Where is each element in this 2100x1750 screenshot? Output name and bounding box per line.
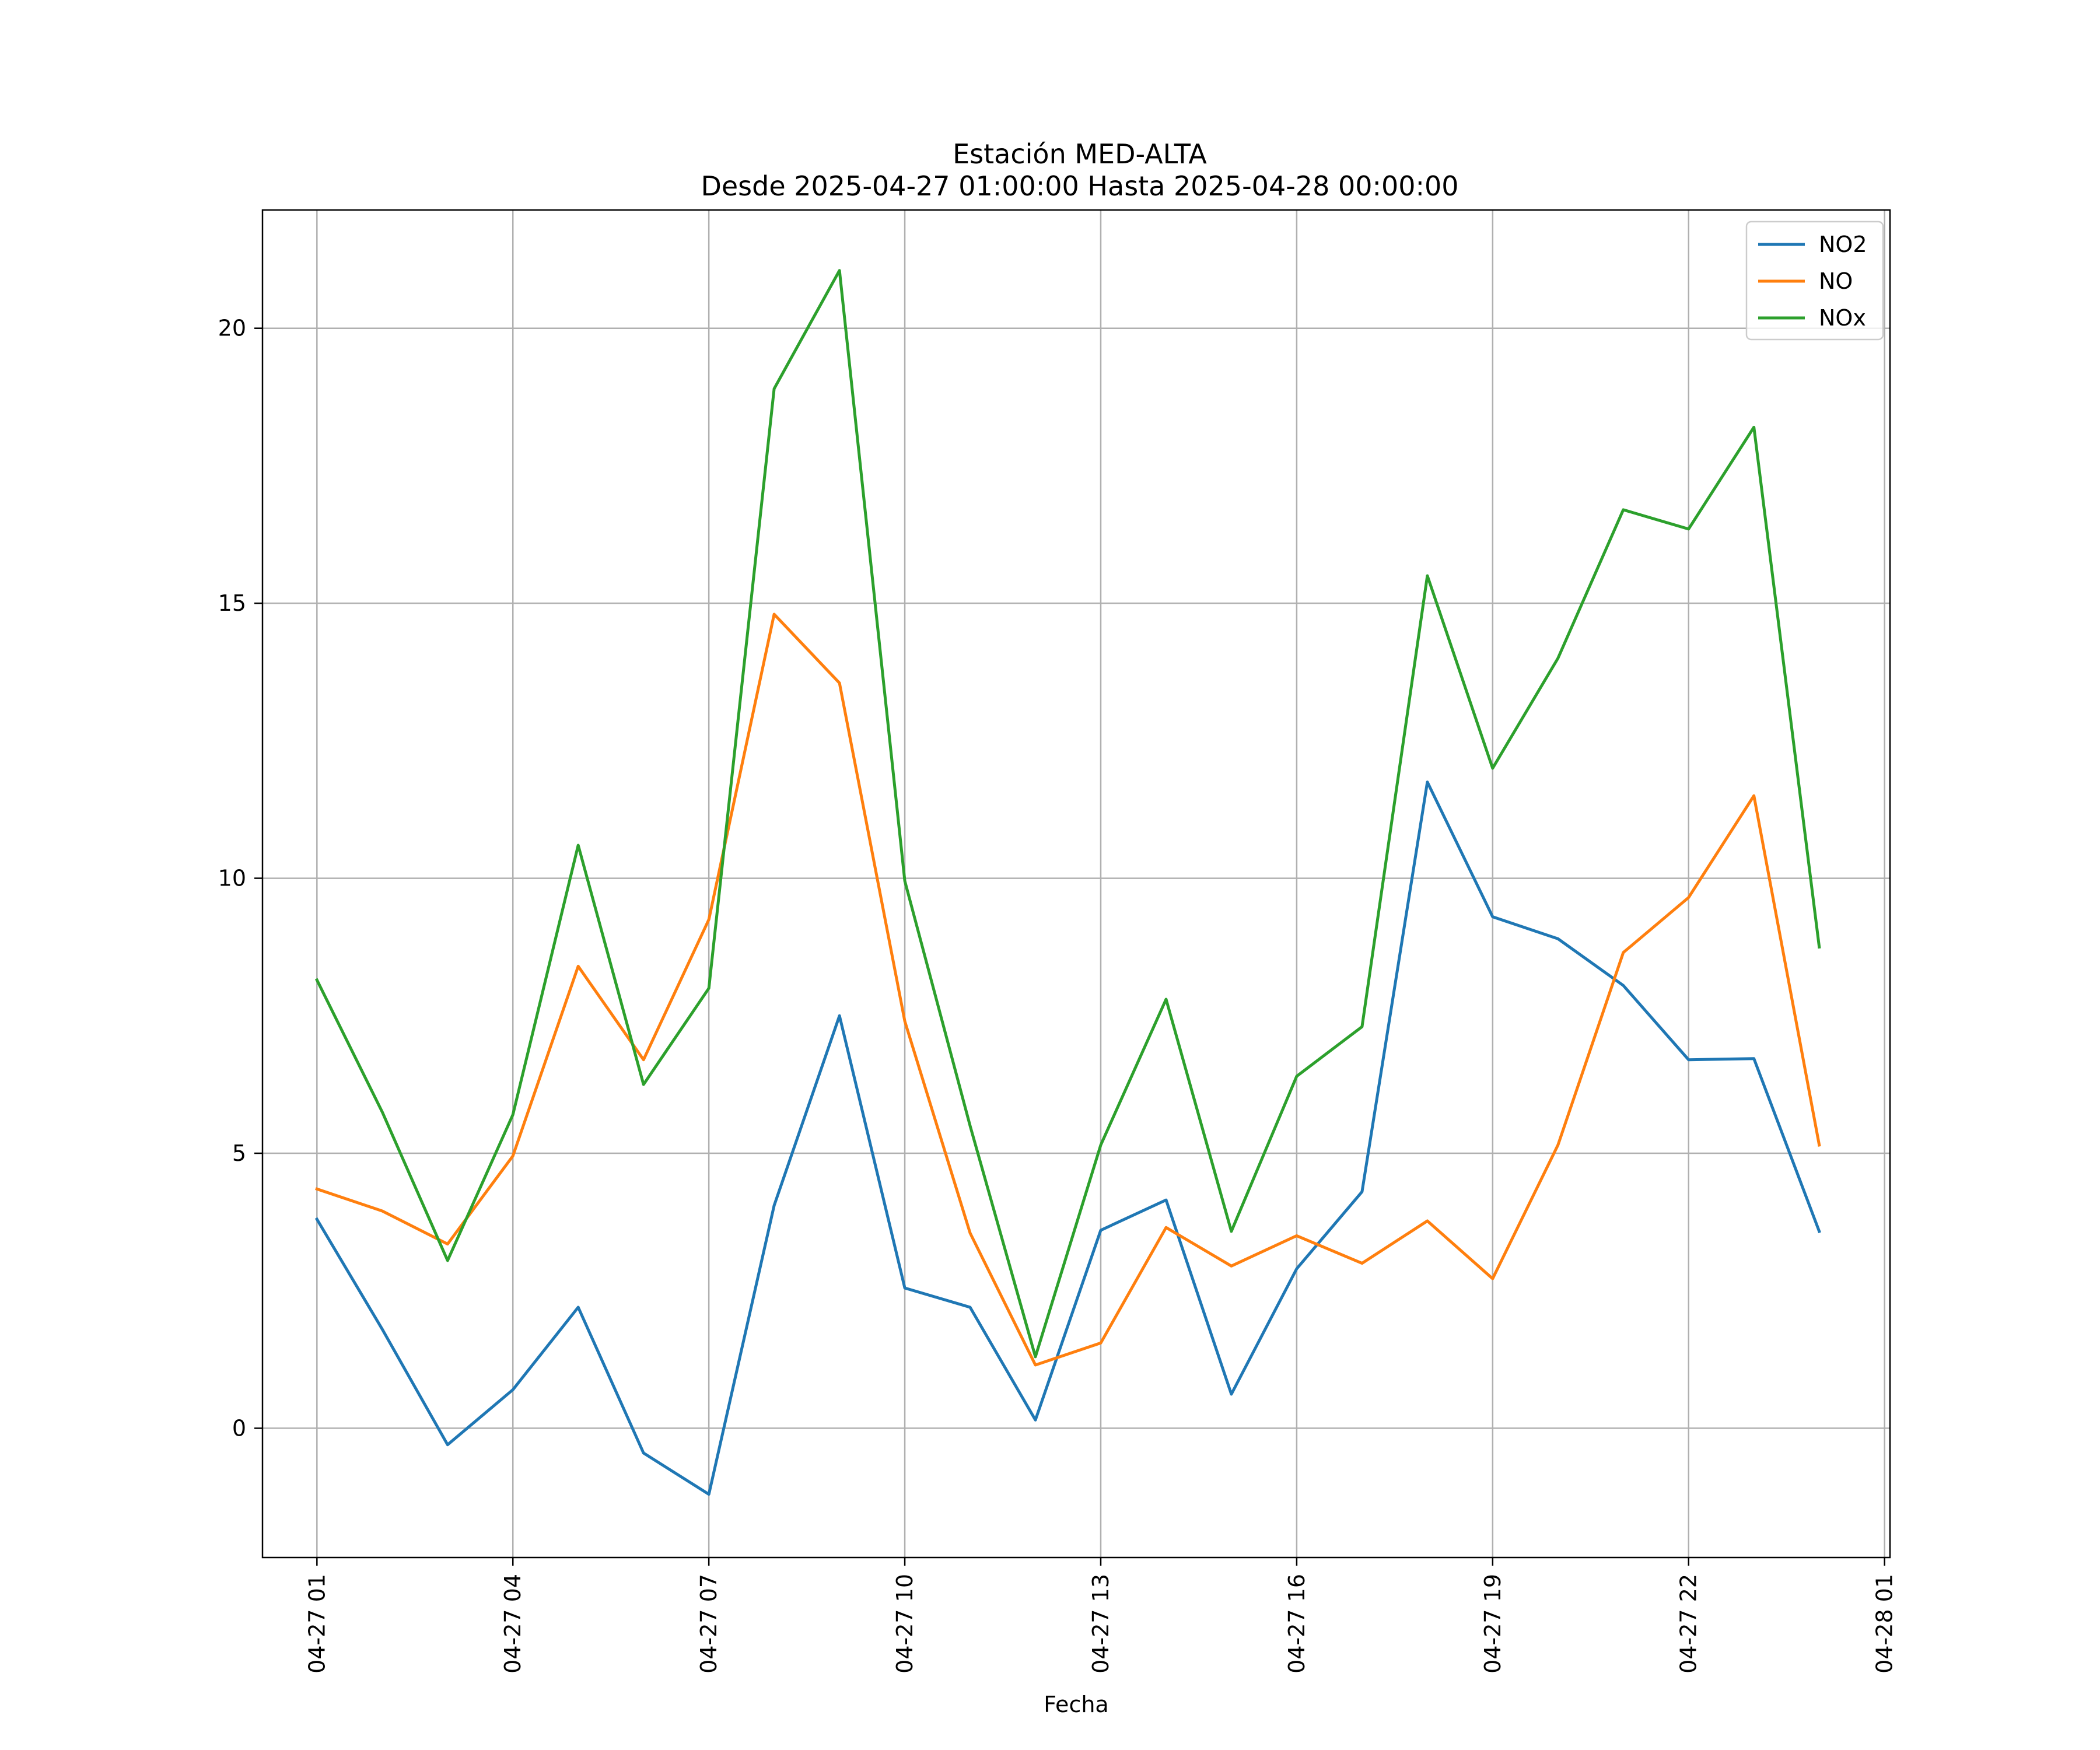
axis-ticks: 04-27 01 04-27 04 04-27 07 04-27 10 04-27 13… — [218, 316, 1898, 1674]
grid — [262, 210, 1890, 1558]
y-tick-label: 0 — [232, 1415, 246, 1441]
series-lines — [314, 269, 1821, 1496]
x-tick-label: 04-27 19 — [1480, 1574, 1506, 1674]
x-tick-label: 04-27 10 — [892, 1574, 918, 1674]
chart-title: Estación MED-ALTA — [953, 138, 1207, 170]
x-tick-label: 04-28 01 — [1872, 1574, 1898, 1674]
series-line-no2 — [314, 780, 1821, 1496]
y-tick-label: 5 — [232, 1140, 246, 1166]
y-tick-label: 20 — [218, 316, 246, 341]
x-tick-label: 04-27 01 — [304, 1574, 330, 1674]
legend-label-no: NO — [1819, 268, 1853, 294]
x-tick-label: 04-27 07 — [696, 1574, 722, 1674]
x-tick-label: 04-27 16 — [1284, 1574, 1310, 1674]
series-line-no — [315, 612, 1821, 1367]
legend-label-nox: NOx — [1819, 305, 1866, 331]
chart-subtitle: Desde 2025-04-27 01:00:00 Hasta 2025-04-… — [701, 170, 1458, 202]
y-tick-label: 10 — [218, 866, 246, 891]
plot-frame — [261, 209, 1891, 1559]
x-tick-label: 04-27 13 — [1088, 1574, 1114, 1674]
x-tick-label: 04-27 04 — [500, 1574, 526, 1674]
series-line-nox — [314, 269, 1821, 1359]
x-axis-label: Fecha — [1044, 1692, 1108, 1717]
legend-label-no2: NO2 — [1819, 232, 1867, 257]
legend: NO2 NO NOx — [1745, 220, 1884, 341]
legend-box — [1745, 220, 1884, 341]
x-tick-label: 04-27 22 — [1676, 1574, 1702, 1674]
y-tick-label: 15 — [218, 590, 246, 616]
